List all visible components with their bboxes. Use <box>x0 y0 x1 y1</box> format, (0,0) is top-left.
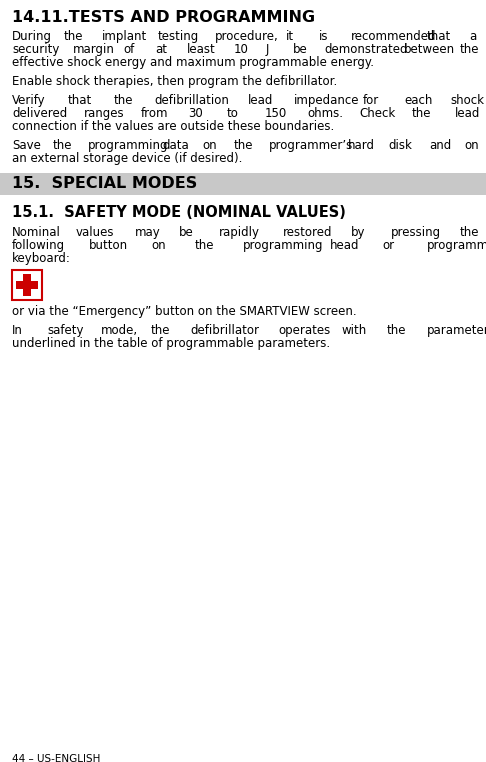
Text: the: the <box>151 324 170 337</box>
Text: on: on <box>203 139 217 152</box>
Text: safety: safety <box>47 324 84 337</box>
Text: delivered: delivered <box>12 107 67 120</box>
Text: be: be <box>179 226 194 239</box>
Text: effective shock energy and maximum programmable energy.: effective shock energy and maximum progr… <box>12 56 374 69</box>
Text: the: the <box>460 226 479 239</box>
Text: each: each <box>404 94 433 107</box>
Text: values: values <box>76 226 114 239</box>
Text: between: between <box>404 43 455 56</box>
Text: testing: testing <box>158 30 199 43</box>
Text: is: is <box>318 30 328 43</box>
Text: recommended: recommended <box>351 30 437 43</box>
FancyBboxPatch shape <box>23 274 31 296</box>
Text: from: from <box>140 107 168 120</box>
Text: rapidly: rapidly <box>219 226 260 239</box>
Text: programmer: programmer <box>426 239 486 252</box>
Text: Nominal: Nominal <box>12 226 61 239</box>
Text: implant: implant <box>102 30 147 43</box>
Text: parameters: parameters <box>426 324 486 337</box>
Text: programming: programming <box>88 139 169 152</box>
Text: security: security <box>12 43 59 56</box>
Text: restored: restored <box>283 226 332 239</box>
Text: procedure,: procedure, <box>215 30 278 43</box>
Text: operates: operates <box>278 324 330 337</box>
Text: In: In <box>12 324 23 337</box>
Text: ranges: ranges <box>84 107 124 120</box>
Text: that: that <box>427 30 451 43</box>
Text: J: J <box>265 43 269 56</box>
Text: and: and <box>429 139 451 152</box>
Text: head: head <box>330 239 359 252</box>
Text: lead: lead <box>248 94 273 107</box>
Text: programming: programming <box>243 239 324 252</box>
Text: to: to <box>226 107 238 120</box>
Text: Enable shock therapies, then program the defibrillator.: Enable shock therapies, then program the… <box>12 75 337 88</box>
Text: or: or <box>383 239 395 252</box>
Text: 15.1.  SAFETY MODE (NOMINAL VALUES): 15.1. SAFETY MODE (NOMINAL VALUES) <box>12 205 346 220</box>
Text: the: the <box>233 139 253 152</box>
Text: a: a <box>469 30 476 43</box>
Text: mode,: mode, <box>101 324 139 337</box>
FancyBboxPatch shape <box>12 270 42 300</box>
Text: that: that <box>68 94 92 107</box>
FancyBboxPatch shape <box>16 281 38 289</box>
Text: margin: margin <box>72 43 114 56</box>
Text: following: following <box>12 239 65 252</box>
Text: the: the <box>52 139 72 152</box>
Text: connection if the values are outside these boundaries.: connection if the values are outside the… <box>12 120 334 133</box>
Text: keyboard:: keyboard: <box>12 252 71 265</box>
Text: by: by <box>351 226 366 239</box>
Text: 44 – US-ENGLISH: 44 – US-ENGLISH <box>12 754 101 762</box>
Text: the: the <box>412 107 432 120</box>
Text: shock: shock <box>450 94 484 107</box>
Text: be: be <box>293 43 307 56</box>
Text: underlined in the table of programmable parameters.: underlined in the table of programmable … <box>12 337 330 350</box>
Text: 30: 30 <box>188 107 203 120</box>
Text: the: the <box>460 43 479 56</box>
Text: Verify: Verify <box>12 94 46 107</box>
Text: 14.11.TESTS AND PROGRAMMING: 14.11.TESTS AND PROGRAMMING <box>12 10 315 25</box>
Text: on: on <box>465 139 479 152</box>
Text: of: of <box>123 43 135 56</box>
Text: data: data <box>162 139 189 152</box>
Text: disk: disk <box>388 139 412 152</box>
Text: During: During <box>12 30 52 43</box>
Text: lead: lead <box>455 107 480 120</box>
Text: Check: Check <box>360 107 396 120</box>
Text: programmer’s: programmer’s <box>269 139 353 152</box>
Text: at: at <box>156 43 167 56</box>
Text: 15.  SPECIAL MODES: 15. SPECIAL MODES <box>12 176 197 191</box>
Text: with: with <box>342 324 367 337</box>
FancyBboxPatch shape <box>0 173 486 195</box>
Text: or via the “Emergency” button on the SMARTVIEW screen.: or via the “Emergency” button on the SMA… <box>12 305 357 318</box>
Text: the: the <box>113 94 133 107</box>
Text: demonstrated: demonstrated <box>325 43 408 56</box>
Text: ohms.: ohms. <box>307 107 343 120</box>
Text: Save: Save <box>12 139 41 152</box>
Text: the: the <box>195 239 214 252</box>
Text: impedance: impedance <box>294 94 359 107</box>
Text: defibrillation: defibrillation <box>155 94 229 107</box>
Text: the: the <box>386 324 406 337</box>
Text: it: it <box>286 30 294 43</box>
Text: on: on <box>152 239 166 252</box>
Text: an external storage device (if desired).: an external storage device (if desired). <box>12 152 243 165</box>
Text: may: may <box>135 226 160 239</box>
Text: button: button <box>89 239 128 252</box>
Text: hard: hard <box>348 139 375 152</box>
Text: defibrillator: defibrillator <box>191 324 260 337</box>
Text: for: for <box>363 94 380 107</box>
Text: the: the <box>64 30 84 43</box>
Text: pressing: pressing <box>391 226 441 239</box>
Text: 10: 10 <box>233 43 248 56</box>
Text: least: least <box>187 43 216 56</box>
Text: 150: 150 <box>264 107 287 120</box>
